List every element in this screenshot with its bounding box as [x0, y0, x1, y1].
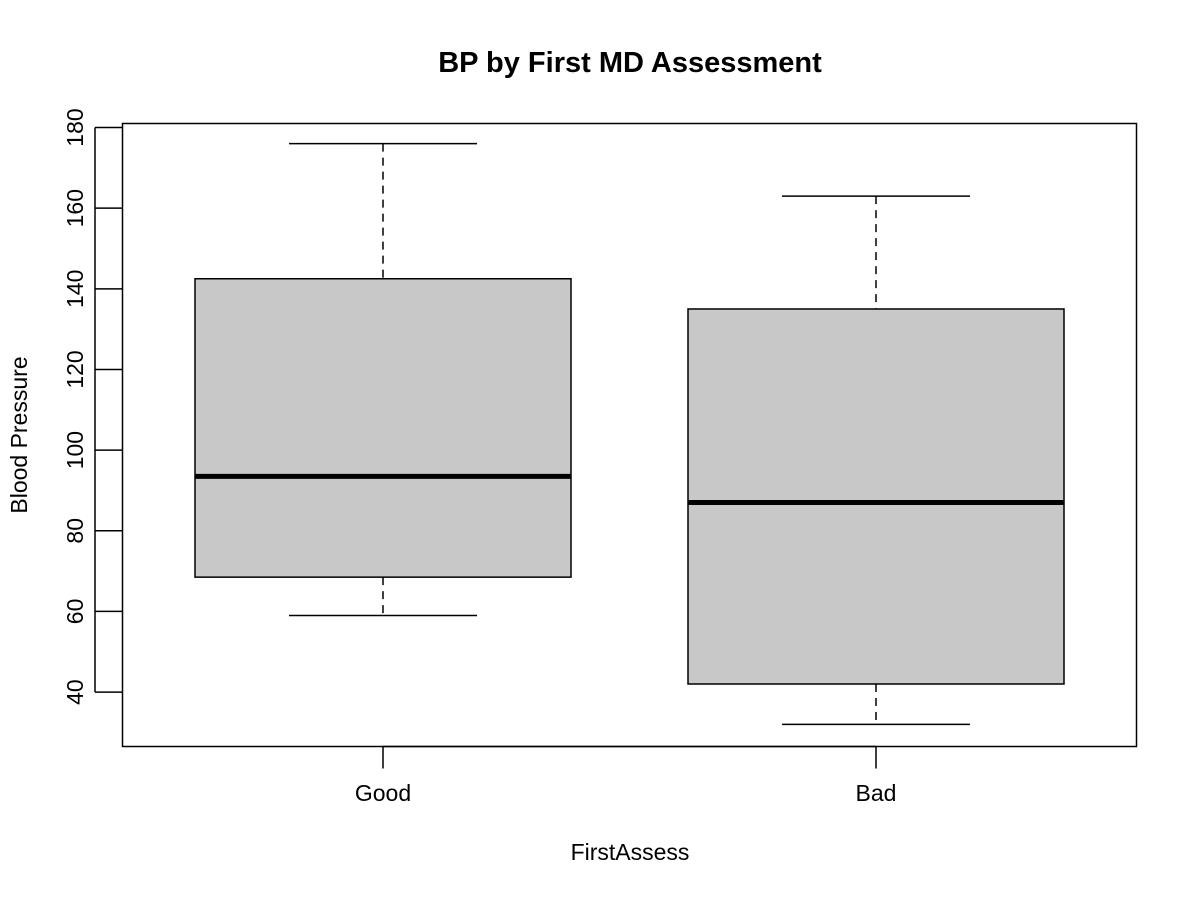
x-axis: Good Bad: [355, 745, 897, 806]
box-bad: [687, 195, 1065, 726]
y-axis: 40 60 80 100 120 140 160 180: [62, 108, 123, 705]
y-tick-label: 160: [62, 189, 88, 227]
iqr-box: [194, 277, 572, 578]
y-tick-label: 60: [62, 599, 88, 625]
y-tick-label: 80: [62, 518, 88, 544]
box-good: [194, 142, 572, 617]
iqr-box: [687, 308, 1065, 685]
x-tick-label: Good: [355, 780, 411, 806]
x-tick-label: Bad: [856, 780, 897, 806]
x-axis-label: FirstAssess: [571, 839, 690, 865]
y-tick-label: 120: [62, 350, 88, 388]
y-tick-label: 140: [62, 270, 88, 308]
y-axis-label: Blood Pressure: [6, 356, 32, 513]
chart-title: BP by First MD Assessment: [438, 47, 822, 79]
y-tick-label: 40: [62, 679, 88, 705]
boxes: [194, 142, 1065, 726]
y-tick-label: 100: [62, 431, 88, 469]
y-tick-label: 180: [62, 108, 88, 146]
